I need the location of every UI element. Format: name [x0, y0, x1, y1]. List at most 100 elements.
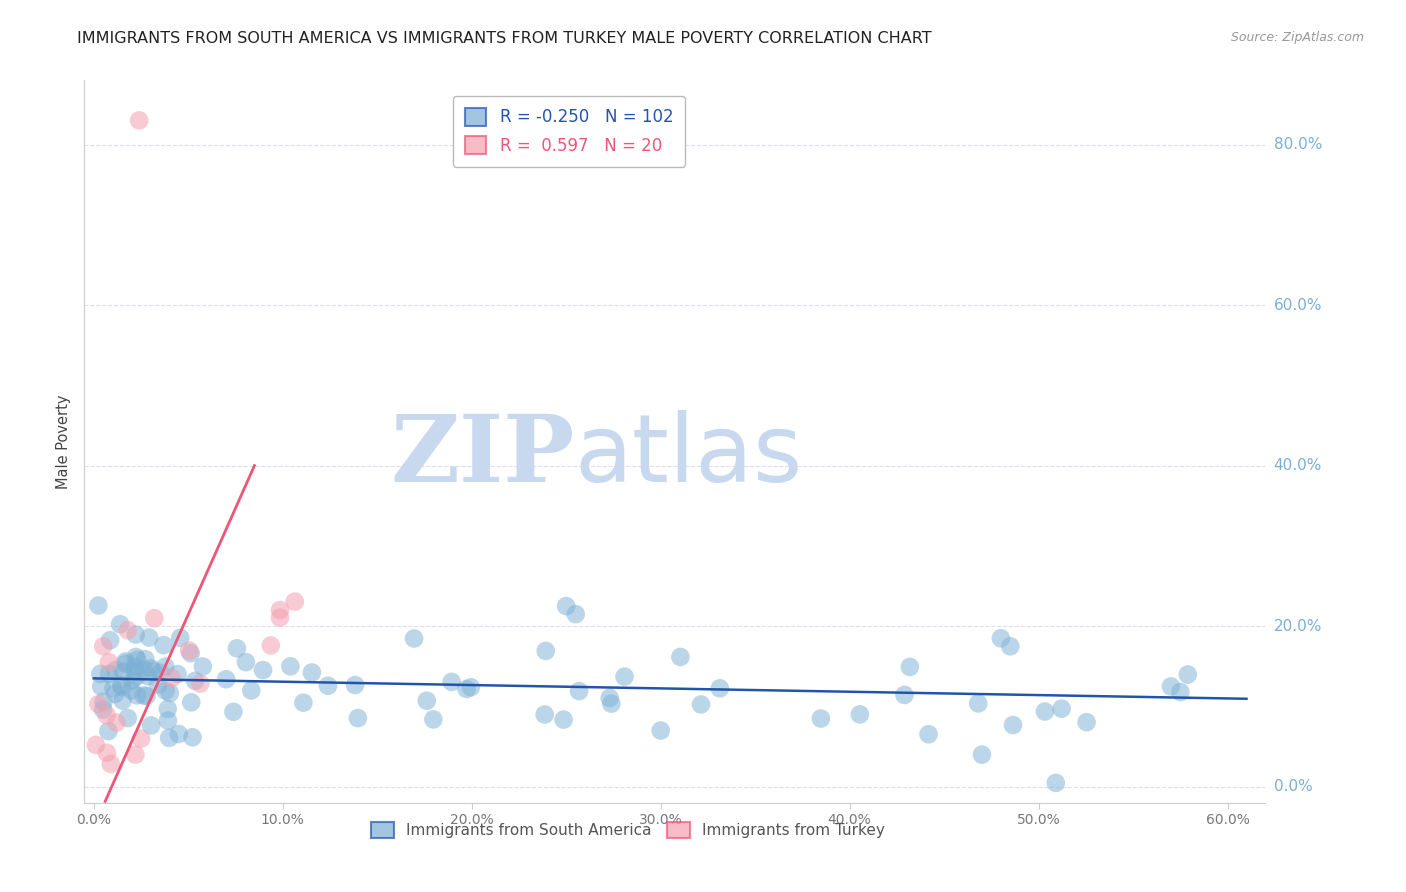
Point [564, 607, 586, 621]
Point [184, 673, 207, 688]
Point [96, 746, 118, 760]
Point [1160, 680, 1182, 694]
Point [97, 655, 120, 669]
Point [422, 712, 444, 726]
Text: ZIP: ZIP [391, 411, 575, 501]
Point [990, 632, 1012, 646]
Point [534, 644, 557, 658]
Point [125, 669, 148, 683]
Point [98, 666, 121, 681]
Point [240, 683, 263, 698]
Text: 20.0%: 20.0% [1274, 619, 1322, 633]
Point [460, 680, 482, 694]
Point [553, 713, 575, 727]
Point [114, 657, 136, 671]
Point [114, 654, 136, 668]
Point [98, 633, 121, 648]
Point [124, 747, 146, 762]
Point [222, 705, 245, 719]
Point [104, 663, 127, 677]
Point [141, 718, 163, 732]
Point [191, 659, 214, 673]
Point [269, 603, 291, 617]
Point [599, 691, 621, 706]
Point [134, 652, 156, 666]
Point [169, 631, 191, 645]
Point [1050, 701, 1073, 715]
Point [143, 611, 166, 625]
Point [226, 641, 249, 656]
Point [1076, 715, 1098, 730]
Legend: Immigrants from South America, Immigrants from Turkey: Immigrants from South America, Immigrant… [363, 814, 893, 846]
Point [344, 678, 367, 692]
Point [215, 672, 238, 686]
Point [128, 113, 150, 128]
Point [159, 686, 181, 700]
Point [129, 731, 152, 746]
Point [179, 643, 201, 657]
Point [180, 695, 202, 709]
Point [149, 665, 172, 680]
Point [153, 659, 176, 673]
Point [132, 662, 155, 676]
Point [104, 687, 127, 701]
Point [533, 707, 555, 722]
Point [849, 707, 872, 722]
Y-axis label: Male Poverty: Male Poverty [56, 394, 72, 489]
Point [235, 655, 257, 669]
Point [132, 689, 155, 703]
Point [316, 679, 339, 693]
Point [292, 696, 315, 710]
Text: 0.0%: 0.0% [1274, 780, 1312, 794]
Point [555, 599, 578, 614]
Point [917, 727, 939, 741]
Point [284, 594, 307, 608]
Point [650, 723, 672, 738]
Point [125, 689, 148, 703]
Point [105, 715, 128, 730]
Point [136, 669, 159, 683]
Point [108, 617, 131, 632]
Point [180, 646, 202, 660]
Point [416, 694, 439, 708]
Point [440, 674, 463, 689]
Point [111, 680, 134, 694]
Point [93, 695, 115, 709]
Point [121, 673, 143, 688]
Point [301, 665, 323, 680]
Text: 80.0%: 80.0% [1274, 137, 1322, 152]
Point [613, 670, 636, 684]
Point [160, 671, 183, 685]
Point [1045, 776, 1067, 790]
Point [127, 653, 149, 667]
Point [1000, 639, 1022, 653]
Point [1170, 685, 1192, 699]
Point [90, 679, 112, 693]
Point [155, 683, 177, 698]
Point [103, 681, 125, 696]
Point [156, 702, 179, 716]
Point [1001, 718, 1024, 732]
Point [135, 689, 157, 703]
Point [810, 711, 832, 725]
Point [96, 708, 118, 723]
Point [893, 688, 915, 702]
Point [117, 711, 139, 725]
Point [152, 638, 174, 652]
Point [87, 697, 110, 711]
Point [117, 623, 139, 637]
Point [156, 714, 179, 728]
Point [111, 693, 134, 707]
Point [110, 678, 132, 692]
Point [252, 663, 274, 677]
Point [690, 698, 713, 712]
Point [181, 731, 204, 745]
Point [709, 681, 731, 696]
Point [124, 660, 146, 674]
Point [91, 639, 114, 653]
Point [157, 731, 180, 745]
Text: Source: ZipAtlas.com: Source: ZipAtlas.com [1230, 31, 1364, 45]
Point [1177, 667, 1199, 681]
Point [84, 738, 107, 752]
Point [970, 747, 993, 762]
